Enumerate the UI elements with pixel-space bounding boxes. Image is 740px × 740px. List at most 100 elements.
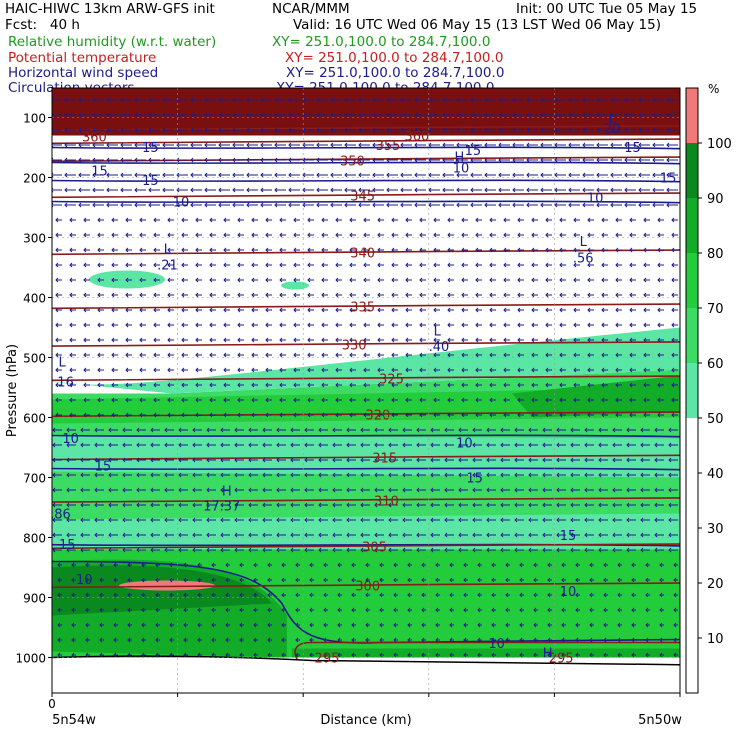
vector-arrow: [111, 397, 118, 403]
vector-arrow: [414, 97, 426, 103]
vector-arrow: [673, 637, 678, 643]
vector-arrow: [643, 397, 650, 403]
vector-arrow: [281, 622, 286, 628]
vector-arrow: [475, 277, 482, 283]
vector-arrow: [533, 652, 538, 658]
vector-arrow: [134, 202, 146, 208]
vector-arrow: [223, 382, 230, 388]
vector-arrow: [610, 157, 622, 163]
vector-arrow: [71, 562, 76, 568]
vector-arrow: [626, 472, 636, 478]
vector-arrow: [547, 592, 552, 598]
vector-arrow: [407, 577, 412, 583]
vector-arrow: [449, 652, 454, 658]
vector-arrow: [598, 442, 608, 448]
vector-arrow: [419, 307, 426, 313]
vector-arrow: [209, 262, 216, 268]
vector-arrow: [405, 367, 412, 373]
vector-arrow: [253, 622, 258, 628]
vector-arrow: [288, 187, 300, 193]
wind-speed-contour-label: 10: [173, 196, 190, 211]
vector-arrow: [671, 397, 678, 403]
vector-arrow: [447, 292, 454, 298]
field-theta-xy: XY= 251.0,100.0 to 284.7,100.0: [285, 50, 504, 66]
vector-arrow: [71, 637, 76, 643]
vector-arrow: [391, 217, 398, 223]
vector-arrow: [141, 652, 146, 658]
vector-arrow: [559, 397, 566, 403]
vector-arrow: [561, 622, 566, 628]
vector-arrow: [498, 127, 510, 133]
vector-arrow: [134, 142, 146, 148]
vector-arrow: [573, 292, 580, 298]
vector-arrow: [400, 127, 412, 133]
vector-arrow: [120, 157, 132, 163]
vector-arrow: [248, 427, 258, 433]
vector-arrow: [531, 232, 538, 238]
vector-arrow: [542, 487, 552, 493]
vector-arrow: [514, 442, 524, 448]
rh-layer-50-60: [52, 327, 680, 394]
vector-arrow: [220, 532, 230, 538]
vector-arrow: [97, 322, 104, 328]
vector-arrow: [127, 607, 132, 613]
vector-arrow: [204, 127, 216, 133]
vector-arrow: [83, 397, 90, 403]
vector-arrow: [596, 97, 608, 103]
wind-speed-contour-label: 10: [587, 191, 604, 206]
vector-arrow: [321, 367, 328, 373]
vector-arrow: [617, 622, 622, 628]
vector-arrow: [393, 562, 398, 568]
vector-arrow: [195, 367, 202, 373]
vector-arrow: [528, 532, 538, 538]
vector-arrow: [654, 517, 664, 523]
vector-arrow: [220, 457, 230, 463]
vector-arrow: [363, 412, 370, 418]
vector-arrow: [153, 352, 160, 358]
vector-arrow: [106, 172, 118, 178]
vector-arrow: [498, 157, 510, 163]
vector-arrow: [379, 652, 384, 658]
vector-arrow: [155, 592, 160, 598]
vector-arrow: [251, 277, 258, 283]
vector-arrow: [279, 412, 286, 418]
vector-arrow: [610, 172, 622, 178]
vector-arrow: [470, 97, 482, 103]
vector-arrow: [363, 382, 370, 388]
vector-arrow: [643, 232, 650, 238]
vector-arrow: [111, 367, 118, 373]
theta-contour: [52, 249, 680, 256]
vector-arrow: [155, 652, 160, 658]
vector-arrow: [197, 562, 202, 568]
vector-arrow: [97, 337, 104, 343]
vector-arrow: [167, 352, 174, 358]
vector-arrow: [491, 592, 496, 598]
vector-arrow: [433, 232, 440, 238]
vector-arrow: [526, 112, 538, 118]
vector-arrow: [141, 592, 146, 598]
vector-arrow: [237, 352, 244, 358]
vector-arrow: [274, 157, 286, 163]
vector-arrow: [262, 487, 272, 493]
vector-arrow: [444, 427, 454, 433]
vector-arrow: [239, 637, 244, 643]
vector-arrow: [80, 427, 90, 433]
vector-arrow: [640, 532, 650, 538]
vector-arrow: [195, 412, 202, 418]
vector-arrow: [237, 412, 244, 418]
vector-arrow: [477, 637, 482, 643]
vector-arrow: [545, 367, 552, 373]
vector-arrow: [323, 577, 328, 583]
vector-arrow: [178, 442, 188, 448]
vector-arrow: [668, 427, 678, 433]
vector-arrow: [601, 397, 608, 403]
vector-arrow: [666, 127, 678, 133]
vector-arrow: [260, 112, 272, 118]
vector-arrow: [167, 397, 174, 403]
vector-arrow: [559, 322, 566, 328]
vector-arrow: [596, 172, 608, 178]
vector-arrow: [416, 442, 426, 448]
vector-arrow: [127, 637, 132, 643]
vector-arrow: [316, 157, 328, 163]
vector-arrow: [153, 262, 160, 268]
